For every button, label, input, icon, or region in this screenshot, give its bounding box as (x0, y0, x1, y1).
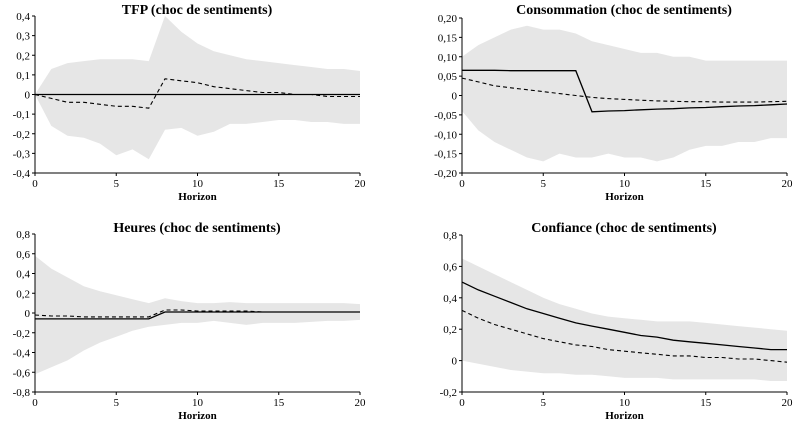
y-tick-label: 0,1 (16, 70, 30, 82)
y-tick-label: 0,4 (443, 293, 457, 305)
x-tick-label: 20 (782, 178, 794, 190)
solid-series-line (35, 311, 360, 320)
y-tick-label: 0,2 (443, 324, 457, 336)
chart-title: TFP (choc de sentiments) (122, 3, 273, 18)
x-tick-label: 0 (32, 397, 38, 409)
y-tick-label: -0,2 (13, 328, 30, 340)
y-tick-label: 0,05 (438, 71, 458, 83)
x-tick-label: 20 (355, 397, 367, 409)
y-tick-label: -0,20 (434, 168, 457, 180)
x-tick-label: 0 (459, 397, 465, 409)
y-tick-label: 0,4 (16, 269, 30, 281)
y-tick-label: 0,2 (16, 288, 30, 300)
x-tick-label: 5 (541, 178, 547, 190)
x-tick-label: 0 (32, 178, 38, 190)
x-tick-label: 10 (619, 178, 631, 190)
y-tick-label: -0,4 (13, 168, 31, 180)
y-tick-label: 0,4 (16, 11, 30, 23)
y-tick-label: -0,4 (13, 348, 31, 360)
y-tick-label: 0 (452, 91, 458, 103)
y-tick-label: -0,3 (13, 148, 31, 160)
y-tick-label: -0,05 (434, 110, 457, 122)
x-tick-label: 15 (273, 397, 285, 409)
y-tick-label: 0,2 (16, 50, 30, 62)
chart-title: Consommation (choc de sentiments) (516, 3, 732, 18)
x-tick-label: 5 (114, 397, 120, 409)
y-tick-label: 0,10 (438, 52, 458, 64)
dashed-series-line (461, 309, 788, 363)
x-tick-label: 10 (619, 397, 631, 409)
chart-panel-2: -0,20 -0,15 -0,10 -0,05 0 0,05 0,10 0,15 0,20 0 5 1… (434, 3, 793, 203)
solid-series-line (461, 281, 787, 351)
chart-panel-1: -0,4 -0,3 -0,2 -0,1 0 0,1 0,2 0,3 0,4 0 5 10 15 20 TFP… (13, 3, 366, 203)
x-tick-label: 20 (782, 397, 794, 409)
x-axis-label: Horizon (605, 191, 644, 203)
y-tick-label: 0 (25, 308, 31, 320)
confidence-band (462, 258, 787, 381)
y-tick-label: -0,2 (440, 387, 457, 399)
y-tick-label: 0 (452, 356, 458, 368)
y-tick-label: -0,6 (13, 367, 31, 379)
x-tick-label: 10 (192, 178, 204, 190)
x-tick-label: 15 (700, 178, 712, 190)
y-tick-label: 0,3 (16, 31, 30, 43)
chart-title: Heures (choc de sentiments) (113, 221, 281, 236)
x-axis-label: Horizon (178, 410, 217, 422)
dashed-series-line (461, 77, 788, 103)
x-tick-label: 15 (700, 397, 712, 409)
chart-title: Confiance (choc de sentiments) (531, 221, 717, 236)
chart-panel-3: -0,8 -0,6 -0,4 -0,2 0 0,2 0,4 0,6 0,8 0 5 10 15 20 Heu… (13, 221, 366, 422)
dashed-series-line (34, 78, 360, 109)
confidence-band (35, 255, 360, 375)
confidence-band (35, 16, 360, 160)
x-axis-label: Horizon (605, 410, 644, 422)
confidence-band (462, 25, 787, 162)
y-tick-label: -0,1 (13, 109, 30, 121)
y-tick-label: 0 (25, 90, 31, 102)
x-tick-label: 5 (541, 397, 547, 409)
y-tick-label: 0,6 (16, 249, 30, 261)
x-tick-label: 15 (273, 178, 285, 190)
y-tick-label: -0,10 (434, 129, 457, 141)
x-tick-label: 5 (114, 178, 120, 190)
solid-series-line (462, 69, 788, 113)
y-tick-label: 0,8 (443, 230, 457, 242)
x-tick-label: 20 (355, 178, 367, 190)
y-tick-label: -0,8 (13, 387, 31, 399)
y-tick-label: 0,20 (438, 13, 458, 25)
x-axis-label: Horizon (178, 191, 217, 203)
y-tick-label: -0,2 (13, 129, 30, 141)
y-tick-label: 0,15 (438, 32, 458, 44)
y-tick-label: -0,15 (434, 149, 457, 161)
x-tick-label: 10 (192, 397, 204, 409)
y-tick-label: 0,6 (443, 261, 457, 273)
y-tick-label: 0,8 (16, 229, 30, 241)
x-tick-label: 0 (459, 178, 465, 190)
dashed-series-line (34, 309, 360, 318)
